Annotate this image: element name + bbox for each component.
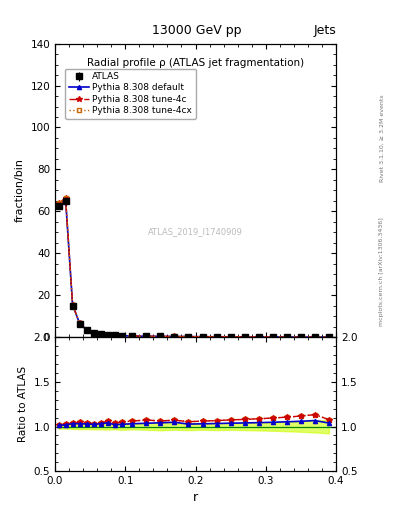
Pythia 8.308 tune-4cx <box>256 334 261 340</box>
Pythia 8.308 tune-4c <box>112 332 117 338</box>
Pythia 8.308 tune-4cx <box>312 334 317 340</box>
Legend: ATLAS, Pythia 8.308 default, Pythia 8.308 tune-4c, Pythia 8.308 tune-4cx: ATLAS, Pythia 8.308 default, Pythia 8.30… <box>65 69 196 119</box>
Pythia 8.308 default <box>270 334 275 340</box>
Pythia 8.308 tune-4c <box>186 333 191 339</box>
Pythia 8.308 tune-4c <box>172 333 177 339</box>
Pythia 8.308 tune-4c <box>270 334 275 340</box>
Line: Pythia 8.308 default: Pythia 8.308 default <box>57 197 331 339</box>
Pythia 8.308 tune-4c <box>285 334 289 340</box>
Text: Rivet 3.1.10, ≥ 3.2M events: Rivet 3.1.10, ≥ 3.2M events <box>380 94 384 182</box>
Pythia 8.308 tune-4c <box>70 302 75 308</box>
Pythia 8.308 tune-4c <box>200 334 205 340</box>
Pythia 8.308 default <box>256 334 261 340</box>
Pythia 8.308 tune-4c <box>84 327 89 333</box>
Pythia 8.308 tune-4cx <box>158 333 163 339</box>
Pythia 8.308 tune-4c <box>312 334 317 340</box>
Text: 13000 GeV pp: 13000 GeV pp <box>152 24 241 37</box>
Pythia 8.308 default <box>172 333 177 339</box>
Pythia 8.308 default <box>119 333 124 339</box>
Pythia 8.308 default <box>84 327 89 333</box>
Line: Pythia 8.308 tune-4c: Pythia 8.308 tune-4c <box>56 195 332 340</box>
Pythia 8.308 default <box>105 332 110 338</box>
Pythia 8.308 tune-4c <box>91 330 96 336</box>
Pythia 8.308 default <box>158 333 163 339</box>
Pythia 8.308 tune-4c <box>130 333 135 339</box>
Y-axis label: fraction/bin: fraction/bin <box>15 159 25 223</box>
Text: Radial profile ρ (ATLAS jet fragmentation): Radial profile ρ (ATLAS jet fragmentatio… <box>87 58 304 68</box>
Pythia 8.308 default <box>242 334 247 340</box>
Pythia 8.308 tune-4cx <box>105 332 110 338</box>
Pythia 8.308 tune-4c <box>299 334 303 340</box>
Pythia 8.308 tune-4c <box>214 334 219 340</box>
Pythia 8.308 tune-4cx <box>130 333 135 339</box>
Pythia 8.308 tune-4cx <box>214 334 219 340</box>
Pythia 8.308 default <box>91 330 96 336</box>
Pythia 8.308 tune-4cx <box>172 333 177 339</box>
Pythia 8.308 tune-4cx <box>119 333 124 339</box>
Text: ATLAS_2019_I1740909: ATLAS_2019_I1740909 <box>148 227 243 236</box>
Pythia 8.308 tune-4cx <box>285 334 289 340</box>
Pythia 8.308 tune-4c <box>256 334 261 340</box>
Pythia 8.308 tune-4c <box>77 320 82 326</box>
Pythia 8.308 default <box>130 333 135 339</box>
Pythia 8.308 tune-4c <box>228 334 233 340</box>
Pythia 8.308 tune-4c <box>327 334 331 340</box>
Pythia 8.308 tune-4c <box>105 332 110 338</box>
Pythia 8.308 tune-4cx <box>98 331 103 337</box>
Pythia 8.308 tune-4c <box>158 333 163 339</box>
Pythia 8.308 default <box>112 332 117 338</box>
Pythia 8.308 tune-4cx <box>200 334 205 340</box>
Pythia 8.308 tune-4cx <box>112 332 117 338</box>
Pythia 8.308 tune-4cx <box>327 334 331 340</box>
Pythia 8.308 tune-4cx <box>63 195 68 201</box>
Pythia 8.308 tune-4cx <box>77 320 82 326</box>
Pythia 8.308 default <box>312 334 317 340</box>
Pythia 8.308 default <box>200 334 205 340</box>
Pythia 8.308 default <box>70 302 75 308</box>
Text: mcplots.cern.ch [arXiv:1306.3436]: mcplots.cern.ch [arXiv:1306.3436] <box>380 217 384 326</box>
Pythia 8.308 default <box>144 333 149 339</box>
Pythia 8.308 default <box>299 334 303 340</box>
Pythia 8.308 default <box>186 334 191 340</box>
Pythia 8.308 tune-4cx <box>228 334 233 340</box>
Pythia 8.308 default <box>77 321 82 327</box>
Pythia 8.308 tune-4cx <box>242 334 247 340</box>
Pythia 8.308 tune-4cx <box>56 200 61 206</box>
Pythia 8.308 default <box>214 334 219 340</box>
Pythia 8.308 tune-4cx <box>70 302 75 308</box>
Pythia 8.308 tune-4c <box>119 333 124 339</box>
Text: Jets: Jets <box>313 24 336 37</box>
Pythia 8.308 tune-4cx <box>270 334 275 340</box>
Pythia 8.308 tune-4c <box>56 200 61 206</box>
Pythia 8.308 tune-4c <box>242 334 247 340</box>
Pythia 8.308 default <box>63 196 68 202</box>
Pythia 8.308 tune-4c <box>63 195 68 201</box>
X-axis label: r: r <box>193 492 198 504</box>
Pythia 8.308 default <box>98 331 103 337</box>
Line: Pythia 8.308 tune-4cx: Pythia 8.308 tune-4cx <box>57 196 331 339</box>
Pythia 8.308 default <box>228 334 233 340</box>
Pythia 8.308 tune-4cx <box>91 330 96 336</box>
Pythia 8.308 tune-4cx <box>144 333 149 339</box>
Pythia 8.308 default <box>285 334 289 340</box>
Y-axis label: Ratio to ATLAS: Ratio to ATLAS <box>18 366 28 442</box>
Pythia 8.308 default <box>327 334 331 340</box>
Pythia 8.308 tune-4c <box>98 331 103 337</box>
Pythia 8.308 tune-4c <box>144 333 149 339</box>
Pythia 8.308 tune-4cx <box>299 334 303 340</box>
Pythia 8.308 tune-4cx <box>84 327 89 333</box>
Pythia 8.308 default <box>56 201 61 207</box>
Pythia 8.308 tune-4cx <box>186 333 191 339</box>
